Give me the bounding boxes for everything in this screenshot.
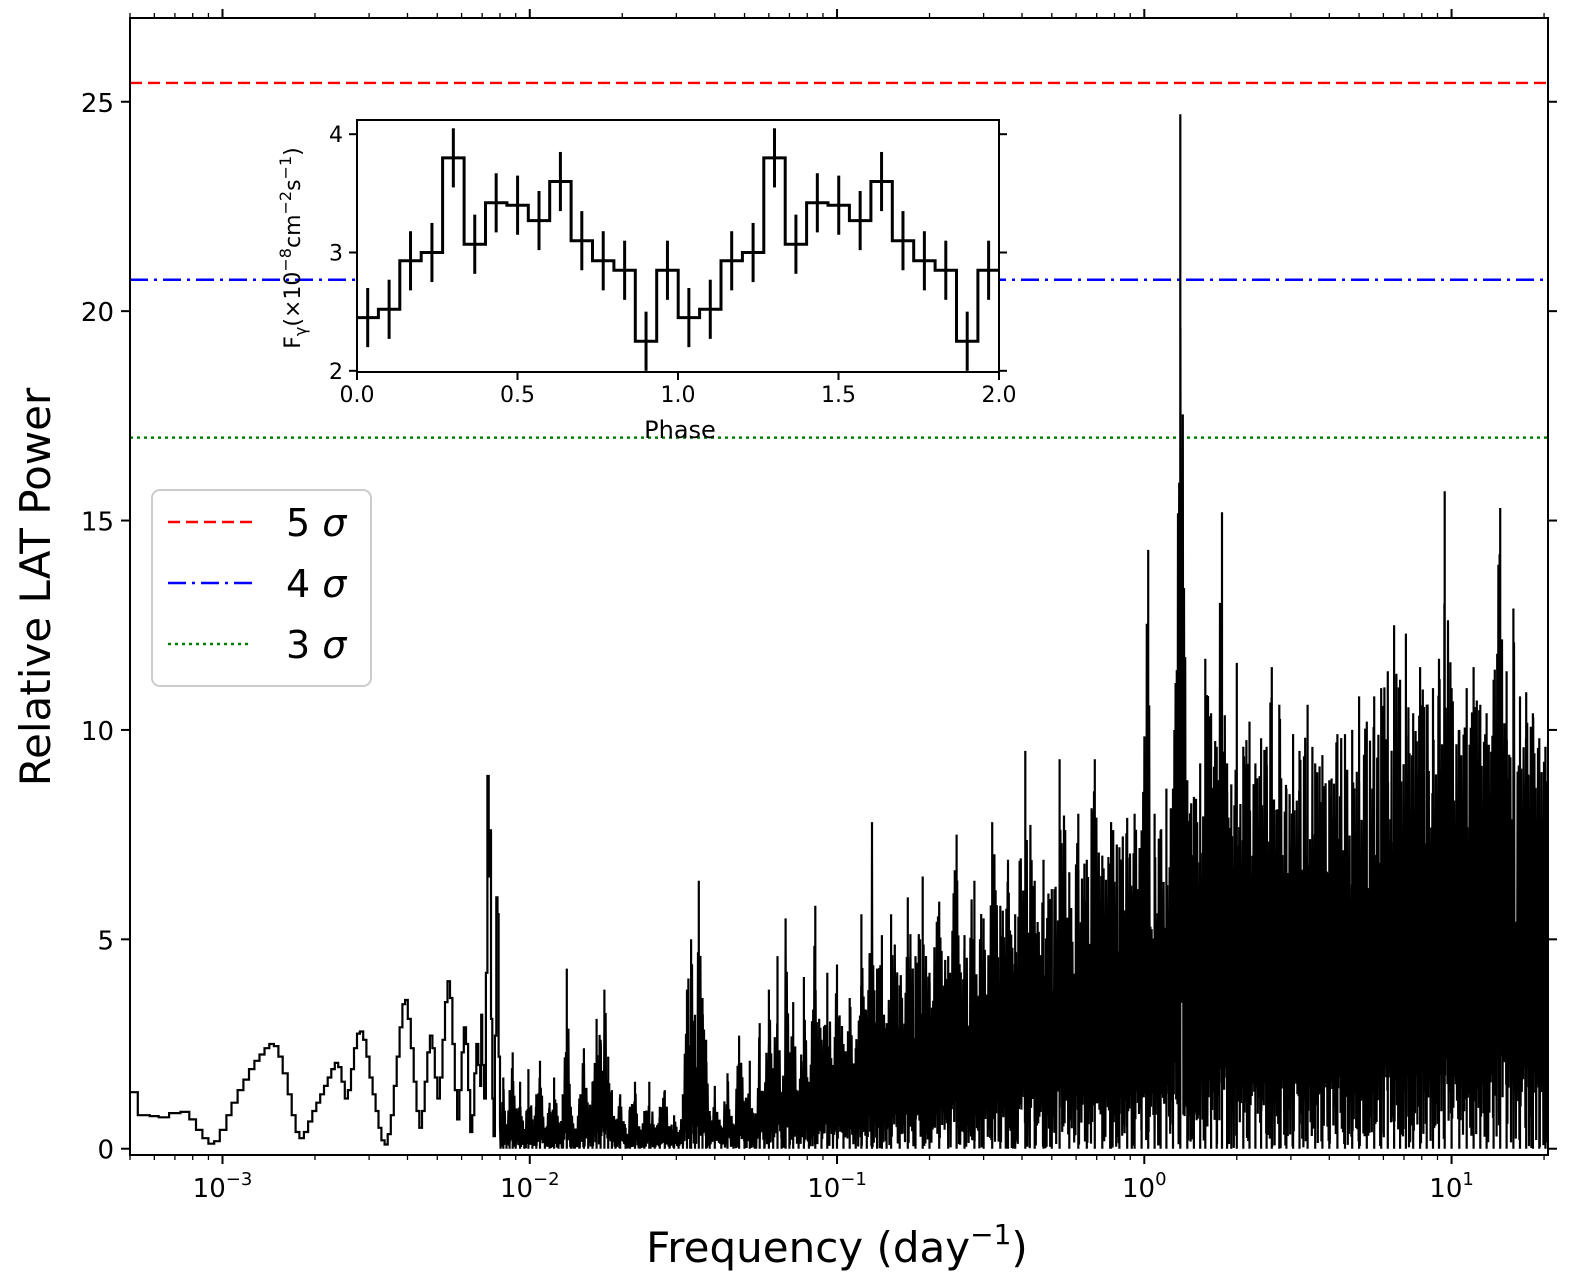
main-axis-ticks: 0 5 10 15 20 25 10−3 10−2 10−1 100 101 xyxy=(81,9,1557,1204)
legend-label: 3 σ xyxy=(286,623,348,667)
legend-box xyxy=(151,489,372,687)
inset-y-tick-label: 2 xyxy=(329,360,343,385)
inset-x-tick-label: 2.0 xyxy=(982,383,1017,408)
legend: 5 σ 4 σ 3 σ xyxy=(151,489,372,687)
legend-label: 5 σ xyxy=(286,501,348,545)
y-tick-label: 15 xyxy=(81,508,114,538)
periodogram-line xyxy=(130,114,1548,1149)
inset-x-tick-label: 1.0 xyxy=(661,383,696,408)
inset-y-tick-label: 4 xyxy=(329,123,343,148)
y-tick-label: 0 xyxy=(97,1136,114,1166)
inset-x-tick-label: 0.0 xyxy=(340,383,375,408)
x-axis-label: Frequency (day−1) xyxy=(646,1218,1028,1272)
inset-x-axis-label: Phase xyxy=(644,416,716,444)
inset-axis-ticks: 0.0 0.5 1.0 1.5 2.0 2 3 4 xyxy=(329,123,1017,408)
inset-x-tick-label: 1.5 xyxy=(821,383,856,408)
phase-step-line xyxy=(357,156,999,343)
legend-label: 4 σ xyxy=(286,562,348,606)
x-tick-label: 10−3 xyxy=(193,1169,253,1204)
y-tick-label: 10 xyxy=(81,717,114,747)
inset-x-tick-label: 0.5 xyxy=(500,383,535,408)
main-plot: 0 5 10 15 20 25 10−3 10−2 10−1 100 101 Relative LA… xyxy=(11,9,1557,1272)
y-tick-label: 25 xyxy=(81,89,114,119)
x-tick-label: 10−1 xyxy=(807,1169,867,1204)
y-axis-label: Relative LAT Power xyxy=(11,387,60,786)
x-tick-label: 100 xyxy=(1122,1169,1167,1204)
y-tick-label: 20 xyxy=(81,298,114,328)
inset-y-axis-label: Fγ(×10−8cm−2s−1) xyxy=(276,147,310,349)
inset-y-tick-label: 3 xyxy=(329,242,343,267)
phase-curve xyxy=(357,128,999,371)
main-plot-frame xyxy=(129,17,1549,1156)
x-tick-label: 101 xyxy=(1429,1169,1474,1204)
inset-plot: 0.0 0.5 1.0 1.5 2.0 2 3 4 Phase Fγ(×10−8cm−2s−1… xyxy=(276,119,1017,444)
x-tick-label: 10−2 xyxy=(500,1169,560,1204)
y-tick-label: 5 xyxy=(97,926,114,956)
